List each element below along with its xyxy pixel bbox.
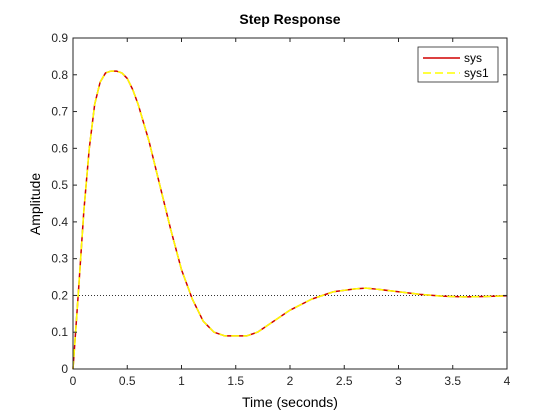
- x-axis-label: Time (seconds): [242, 394, 338, 410]
- y-tick-label: 0.7: [51, 105, 68, 119]
- legend-label-sys: sys: [464, 51, 482, 65]
- y-tick-label: 0.4: [51, 215, 68, 229]
- y-tick-label: 0.3: [51, 252, 68, 266]
- y-ticks: 0 0.1 0.2 0.3 0.4 0.5 0.6 0.7 0.8 0.9: [51, 31, 507, 376]
- x-ticks: 0 0.5 1 1.5 2 2.5 3 3.5 4: [70, 38, 511, 388]
- x-tick-label: 0.5: [119, 374, 136, 388]
- plot-area: [73, 38, 507, 369]
- x-tick-label: 0: [70, 374, 77, 388]
- x-tick-label: 3: [395, 374, 402, 388]
- x-tick-label: 3.5: [444, 374, 461, 388]
- legend-box: [417, 46, 499, 83]
- y-tick-label: 0.1: [51, 325, 68, 339]
- y-tick-label: 0.2: [51, 288, 68, 302]
- x-tick-label: 1.5: [227, 374, 244, 388]
- legend-label-sys1: sys1: [464, 66, 489, 80]
- y-tick-label: 0.5: [51, 178, 68, 192]
- x-tick-label: 2.5: [336, 374, 353, 388]
- chart-title: Step Response: [239, 11, 340, 27]
- x-tick-label: 2: [287, 374, 294, 388]
- y-axis-label: Amplitude: [27, 173, 43, 235]
- series-layer: [72, 70, 508, 370]
- y-tick-label: 0.6: [51, 141, 68, 155]
- y-tick-label: 0.9: [51, 31, 68, 45]
- x-tick-label: 4: [504, 374, 511, 388]
- y-tick-label: 0: [61, 362, 68, 376]
- series-line-sys1: [72, 70, 508, 370]
- x-tick-label: 1: [178, 374, 185, 388]
- y-tick-label: 0.8: [51, 68, 68, 82]
